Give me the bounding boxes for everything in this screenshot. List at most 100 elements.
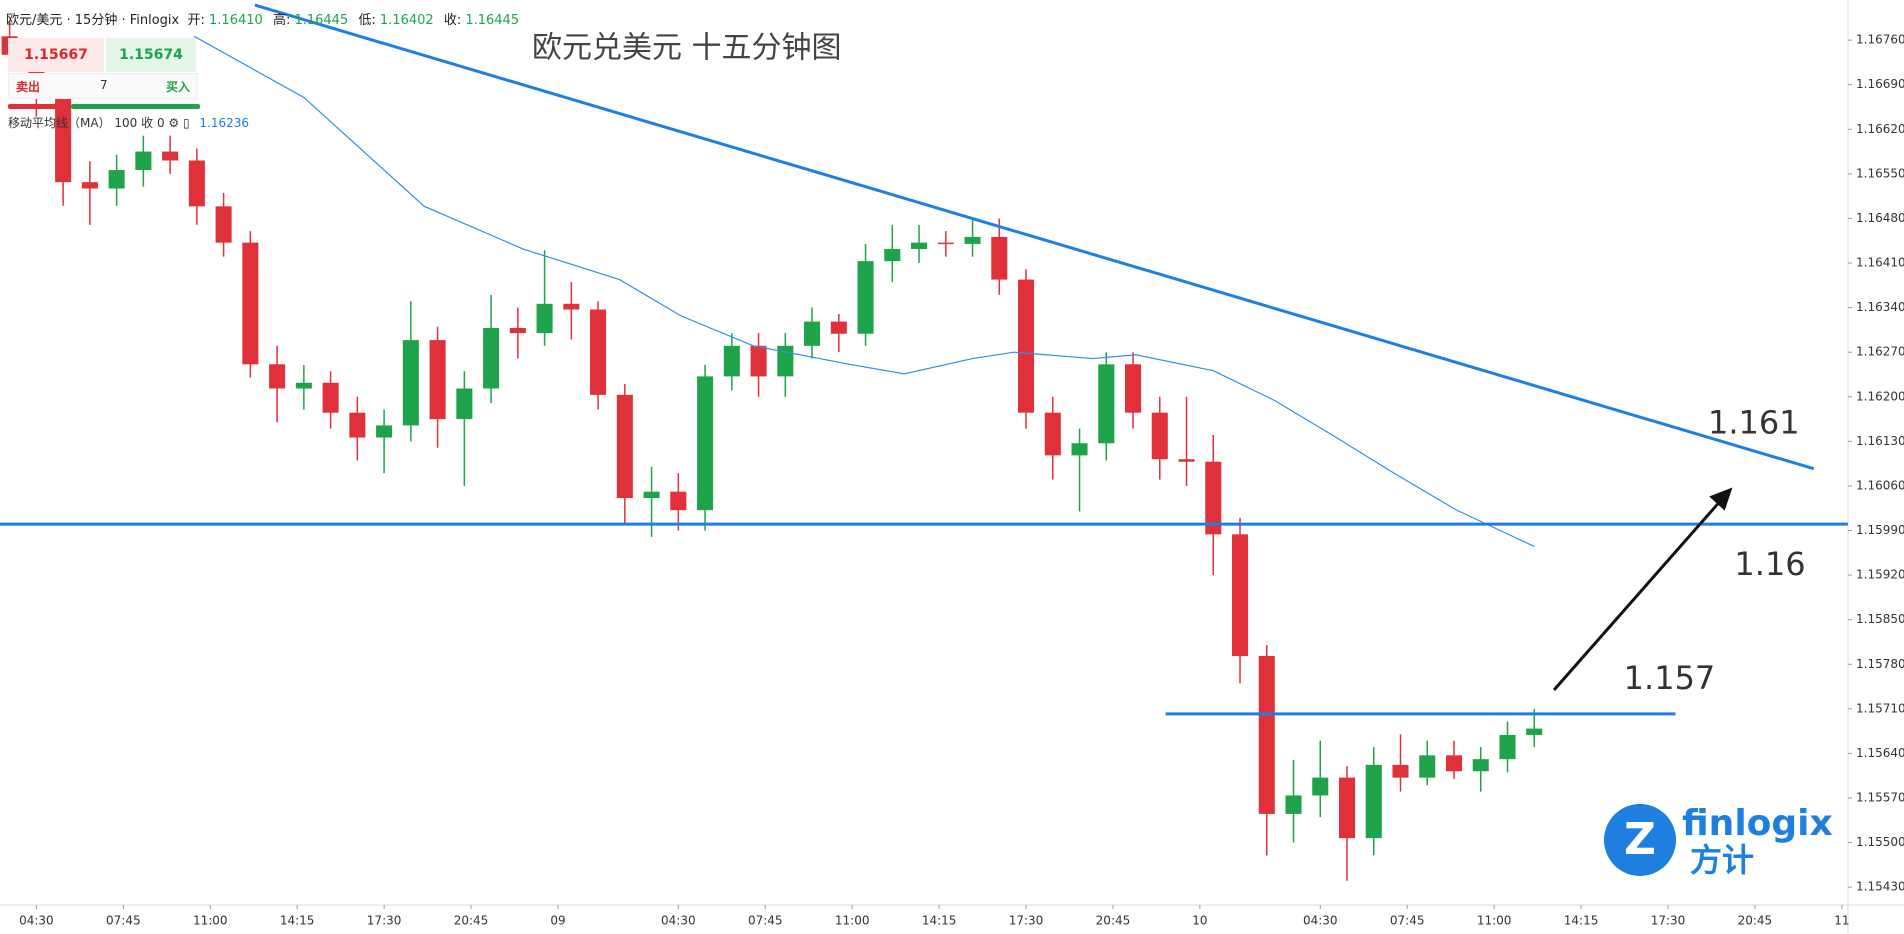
candle-body <box>911 242 928 250</box>
ohlc-value: 1.16445 <box>465 13 520 28</box>
candle-body <box>1526 728 1543 735</box>
logo-mark: Z <box>1624 814 1656 865</box>
candle-body <box>509 327 526 334</box>
y-tick-label: 1.15430 <box>1856 880 1904 894</box>
y-tick-label: 1.15710 <box>1856 701 1904 715</box>
x-tick-label: 17:30 <box>1009 914 1044 928</box>
x-tick-label: 07:45 <box>748 914 783 928</box>
candle-body <box>295 382 312 389</box>
candle-body <box>1445 755 1463 772</box>
indicator-value: 1.16236 <box>199 116 250 130</box>
candle-body <box>937 242 954 245</box>
ma-line <box>193 35 1535 547</box>
candle-body <box>1392 764 1409 778</box>
candle-body <box>1285 795 1302 814</box>
x-tick-label: 14:15 <box>1564 914 1599 928</box>
candle-body <box>322 382 339 413</box>
candle-body <box>1419 755 1436 778</box>
indicator-legend: 移动平均线（MA） 100 收 0 ⚙ ▯ 1.16236 <box>8 116 250 130</box>
ohlc-label: 收: <box>443 13 462 28</box>
logo-circle <box>1604 804 1676 876</box>
logo: Z finlogix 方计 <box>1604 803 1833 879</box>
x-tick-label: 04:30 <box>661 914 696 928</box>
y-tick-label: 1.16130 <box>1856 434 1904 448</box>
candle-body <box>777 345 794 377</box>
x-tick-label: 07:45 <box>106 914 141 928</box>
candle-body <box>563 303 580 310</box>
symbol: 欧元/美元 · 15分钟 · Finlogix <box>6 13 180 28</box>
y-tick-label: 1.16410 <box>1856 256 1904 270</box>
candle-body <box>402 340 419 426</box>
candle-body <box>188 160 205 207</box>
y-tick-label: 1.16690 <box>1856 77 1904 91</box>
candle-body <box>242 242 259 365</box>
indicator-name: 移动平均线（MA） <box>8 116 111 130</box>
y-tick-label: 1.16060 <box>1856 478 1904 492</box>
x-tick-label: 17:30 <box>367 914 402 928</box>
candle-body <box>1178 459 1195 462</box>
logo-brand-cn: 方计 <box>1690 841 1754 879</box>
y-tick-label: 1.15500 <box>1856 835 1904 849</box>
candle-body <box>429 340 446 420</box>
y-tick-label: 1.16620 <box>1856 122 1904 136</box>
y-tick-label: 1.16340 <box>1856 300 1904 314</box>
y-tick-label: 1.16270 <box>1856 345 1904 359</box>
sell-price[interactable]: 1.15667 <box>8 38 104 72</box>
x-tick-label: 17:30 <box>1651 914 1686 928</box>
x-tick-label: 11:00 <box>193 914 228 928</box>
y-tick-label: 1.16480 <box>1856 211 1904 225</box>
ohlc-label: 低: <box>358 13 376 28</box>
candle-body <box>1258 655 1275 814</box>
candle-body <box>269 364 286 389</box>
ohlc-label: 开: <box>187 13 205 28</box>
candle-body <box>616 394 633 499</box>
symbol-header: 欧元/美元 · 15分钟 · Finlogix 开: 1.16410 高: 1.… <box>6 9 525 28</box>
candle-body <box>456 388 473 420</box>
y-tick-label: 1.15990 <box>1856 523 1904 537</box>
x-tick-label: 11:00 <box>1477 914 1512 928</box>
x-tick-label: 09 <box>550 914 565 928</box>
ohlc-value: 1.16402 <box>379 13 434 28</box>
x-tick-label: 11:00 <box>835 914 870 928</box>
candle-body <box>1098 364 1115 444</box>
buy-button[interactable]: 买入 <box>166 80 191 94</box>
x-tick-label: 11 <box>1834 914 1849 928</box>
x-tick-label: 04:30 <box>19 914 54 928</box>
arrow <box>1552 489 1732 691</box>
candle-body <box>81 182 98 189</box>
y-tick-label: 1.15570 <box>1856 791 1904 805</box>
chart-title: 欧元兑美元 十五分钟图 <box>532 31 842 66</box>
annotation-label: 1.16 <box>1734 545 1805 583</box>
candle-body <box>991 236 1008 280</box>
candle-body <box>857 261 874 334</box>
candle-body <box>215 206 232 243</box>
buy-bar <box>71 104 200 109</box>
sell-bar <box>8 104 70 109</box>
sell-button[interactable]: 卖出 <box>16 80 41 94</box>
trade-row <box>8 73 198 99</box>
candle-body <box>1151 412 1168 460</box>
y-tick-label: 1.16550 <box>1856 166 1904 180</box>
annotation-label: 1.157 <box>1624 659 1716 697</box>
candle-body <box>723 345 740 377</box>
x-tick-label: 04:30 <box>1303 914 1338 928</box>
candle-body <box>376 425 393 438</box>
ohlc-label: 高: <box>272 13 291 28</box>
y-tick-label: 1.16760 <box>1856 33 1904 47</box>
candle-body <box>483 327 500 389</box>
logo-brand: finlogix <box>1682 803 1833 844</box>
candle-body <box>1338 777 1356 839</box>
y-tick-label: 1.15850 <box>1856 612 1904 626</box>
candle-body <box>1472 759 1489 772</box>
x-tick-label: 20:45 <box>1096 914 1131 928</box>
candle-body <box>830 321 847 334</box>
candle-body <box>670 491 687 511</box>
buy-price[interactable]: 1.15674 <box>106 38 196 72</box>
candle-body <box>884 249 901 262</box>
quantity[interactable]: 7 <box>100 78 108 92</box>
y-tick-label: 1.15640 <box>1856 746 1904 760</box>
candle-body <box>55 97 72 183</box>
candle-body <box>1205 461 1222 535</box>
